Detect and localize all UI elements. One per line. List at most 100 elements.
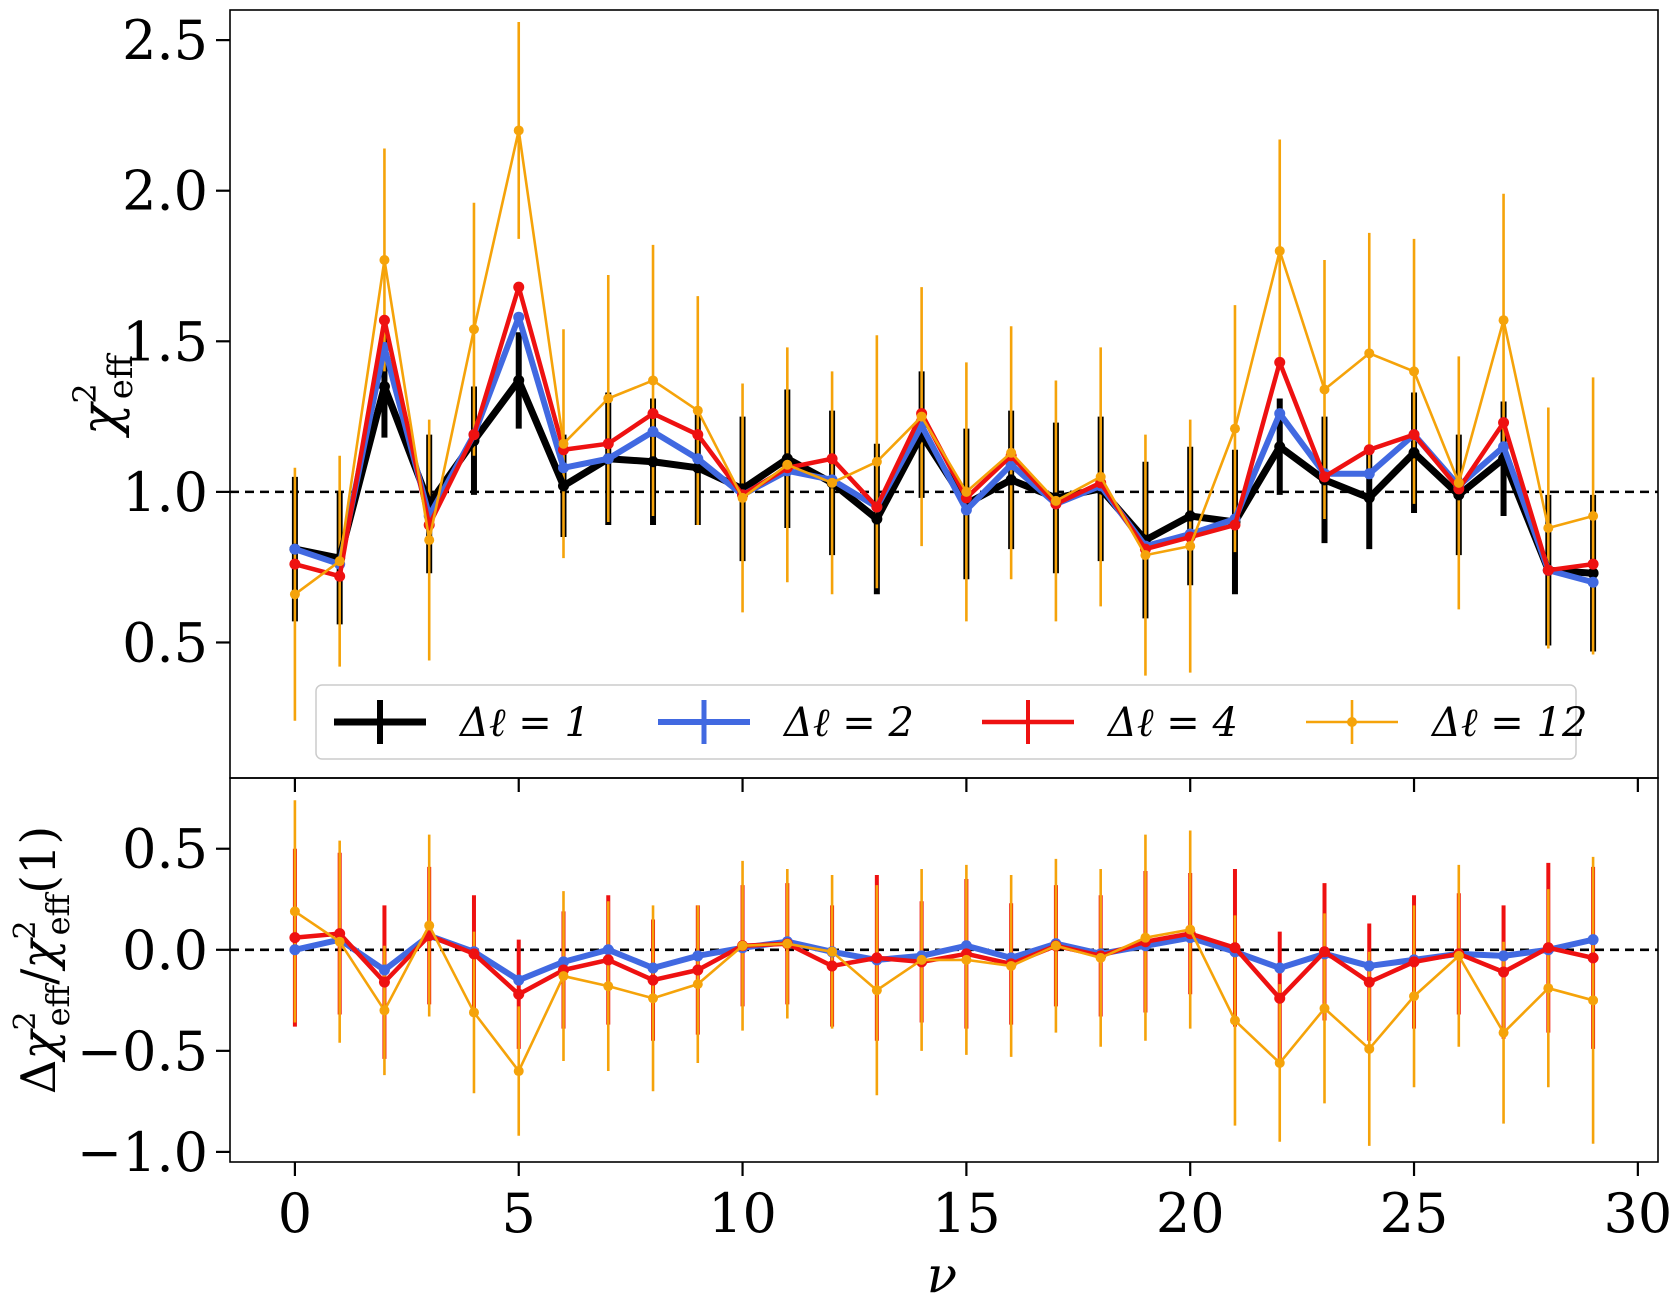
bottom-series-4-point — [378, 976, 390, 988]
top-ylabel-chi: χ — [71, 400, 131, 439]
top-series-4-point — [1319, 471, 1331, 483]
top-series-4-point — [1408, 429, 1420, 441]
bottom-series-12-point — [513, 1066, 524, 1077]
bottom-series-4-point — [1319, 946, 1331, 958]
top-series-12-point — [1498, 315, 1509, 326]
top-series-4-point — [1542, 564, 1554, 576]
top-series-4-point — [647, 408, 659, 420]
top-panel: 0.5 1.0 1.5 2.0 2.5 Δℓ = 1 Δℓ = 2 Δℓ = 4 Δℓ = 12 — [122, 9, 1659, 792]
top-series-4-point — [1274, 356, 1286, 368]
bottom-series-12-point — [558, 971, 569, 982]
bottom-series-12-point — [1006, 960, 1017, 971]
top-series-4-point — [1498, 417, 1510, 429]
bottom-series-4-point — [647, 974, 659, 986]
legend-label: Δℓ = 2 — [782, 700, 914, 746]
top-series-12-point — [558, 438, 569, 449]
bottom-series-12-point — [961, 954, 972, 965]
top-series-12-point — [871, 456, 882, 467]
top-series-12-point — [737, 492, 748, 503]
top-series-1-point — [647, 456, 659, 468]
xtick-label: 10 — [708, 1182, 777, 1245]
bottom-series-12-point — [1140, 932, 1151, 943]
bottom-series-2-point — [557, 956, 569, 968]
bottom-series-12-point — [1543, 983, 1554, 994]
bottom-series-4-point — [513, 988, 525, 1000]
bottom-series-2-point — [602, 944, 614, 956]
bottom-ylabel-sub-1: eff — [39, 982, 77, 1026]
bottom-series-12-point — [827, 946, 838, 957]
bottom-series-4-point — [1363, 976, 1375, 988]
bottom-series-12-point — [871, 985, 882, 996]
bottom-series-12-point — [379, 1005, 390, 1016]
top-series-4-point — [826, 453, 838, 465]
bottom-ylabel-sup-1: 2 — [8, 1011, 43, 1030]
x-axis-label: ν — [927, 1246, 957, 1304]
top-series-4-point — [1363, 444, 1375, 456]
top-series-1-point — [557, 480, 569, 492]
top-ylabel-sup: 2 — [66, 383, 104, 403]
top-series-12-point — [827, 477, 838, 488]
top-ytick-label: 1.5 — [122, 310, 208, 373]
bottom-series-12-point — [782, 938, 793, 949]
top-series-4-point — [378, 314, 390, 326]
bottom-y-axis-label: Δχ2eff/χ2eff(1) — [8, 826, 77, 1095]
bottom-series-4-point — [1229, 942, 1241, 954]
legend-label: Δℓ = 12 — [1430, 700, 1587, 746]
top-series-2-point — [602, 453, 614, 465]
top-series-12-point — [379, 254, 390, 265]
bottom-series-4-point — [289, 932, 301, 944]
bottom-ylabel-arg: (1) — [11, 826, 67, 894]
bottom-series-2-point — [1274, 962, 1286, 974]
bottom-series-2-line — [294, 932, 1594, 984]
top-series-4-point — [468, 429, 480, 441]
top-series-4-point — [692, 429, 704, 441]
bottom-ytick-label: 0.5 — [122, 818, 208, 881]
bottom-ytick-label: −1.0 — [77, 1121, 208, 1184]
legend-frame — [315, 684, 1577, 760]
bottom-series-12-point — [1095, 952, 1106, 963]
bottom-plot-area — [230, 800, 1658, 1146]
legend-label: Δℓ = 1 — [458, 700, 590, 746]
top-series-12-point — [1185, 541, 1196, 552]
bottom-series-4-point — [1408, 956, 1420, 968]
top-series-12-line — [294, 129, 1594, 596]
bottom-series-4-line — [294, 931, 1594, 1001]
top-series-1-point — [1184, 510, 1196, 522]
top-series-2-point — [557, 462, 569, 474]
bottom-series-12-point — [692, 979, 703, 990]
bottom-series-4-point — [692, 964, 704, 976]
bottom-series-2-point — [289, 944, 301, 956]
legend-label: Δℓ = 4 — [1106, 700, 1238, 746]
top-ytick-label: 2.5 — [122, 9, 208, 72]
bottom-ylabel-sub-2: eff — [39, 891, 77, 935]
top-series-12-point — [424, 535, 435, 546]
top-series-12-point — [1543, 523, 1554, 534]
top-series-12-point — [1588, 510, 1599, 521]
top-series-1-point — [1005, 474, 1017, 486]
bottom-series-12-point — [1050, 940, 1061, 951]
top-ylabel-sub: eff — [101, 352, 141, 399]
top-series-12-point — [692, 405, 703, 416]
bottom-series-4-point — [1498, 966, 1510, 978]
bottom-series-12-point — [1409, 991, 1420, 1002]
bottom-ytick-label: −0.5 — [77, 1020, 208, 1083]
bottom-series-2-point — [960, 940, 972, 952]
top-series-2-point — [647, 426, 659, 438]
top-series-1-point — [692, 462, 704, 474]
legend: Δℓ = 1 Δℓ = 2 Δℓ = 4 Δℓ = 12 — [315, 684, 1587, 760]
bottom-series-12-point — [424, 920, 435, 931]
bottom-series-12-point — [1498, 1027, 1509, 1038]
bottom-ylabel-chi: χ — [11, 1028, 67, 1063]
top-series-2-point — [513, 311, 525, 323]
bottom-series-4-point — [826, 960, 838, 972]
top-series-12-point — [1006, 447, 1017, 458]
xtick-label: 25 — [1380, 1182, 1449, 1245]
svg-text:Δχ2eff/χ2eff(1): Δχ2eff/χ2eff(1) — [8, 826, 77, 1095]
top-series-2-point — [692, 453, 704, 465]
bottom-series-4-point — [1587, 952, 1599, 964]
bottom-ylabel-delta: Δ — [11, 1060, 67, 1095]
top-series-12-point — [1140, 550, 1151, 561]
top-y-axis-label: χ2eff — [66, 352, 141, 439]
top-series-2-point — [1363, 468, 1375, 480]
